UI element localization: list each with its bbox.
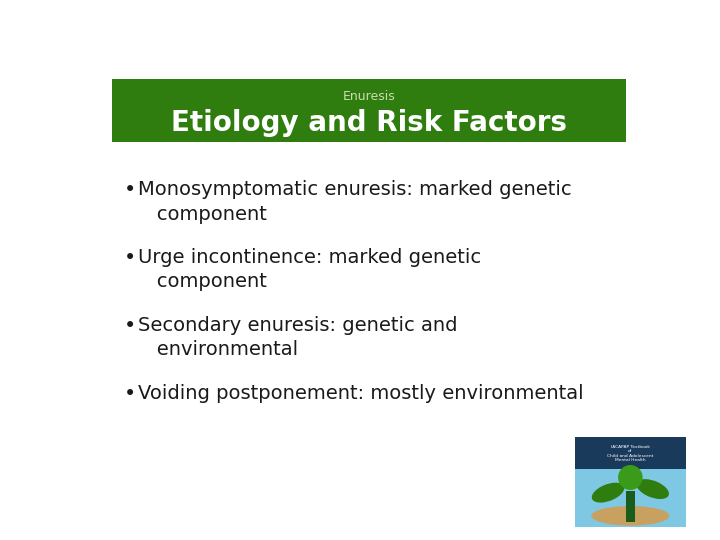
Ellipse shape (636, 479, 669, 499)
Text: •: • (124, 180, 136, 200)
Text: •: • (124, 383, 136, 403)
Text: Enuresis: Enuresis (343, 90, 395, 103)
Ellipse shape (618, 465, 643, 490)
Text: IACAPAP Textbook
of
Child and Adolescent
Mental Health: IACAPAP Textbook of Child and Adolescent… (607, 445, 654, 462)
Text: Secondary enuresis: genetic and
   environmental: Secondary enuresis: genetic and environm… (138, 316, 457, 359)
Ellipse shape (591, 506, 670, 525)
Ellipse shape (592, 483, 624, 503)
Text: Etiology and Risk Factors: Etiology and Risk Factors (171, 109, 567, 137)
Text: •: • (124, 316, 136, 336)
Bar (575, 469, 686, 526)
Text: Urge incontinence: marked genetic
   component: Urge incontinence: marked genetic compon… (138, 248, 481, 291)
Bar (575, 437, 686, 469)
Text: •: • (124, 248, 136, 268)
Bar (112, 79, 626, 142)
Text: Monosymptomatic enuresis: marked genetic
   component: Monosymptomatic enuresis: marked genetic… (138, 180, 572, 224)
Text: Voiding postponement: mostly environmental: Voiding postponement: mostly environment… (138, 383, 584, 403)
Bar (626, 491, 635, 522)
